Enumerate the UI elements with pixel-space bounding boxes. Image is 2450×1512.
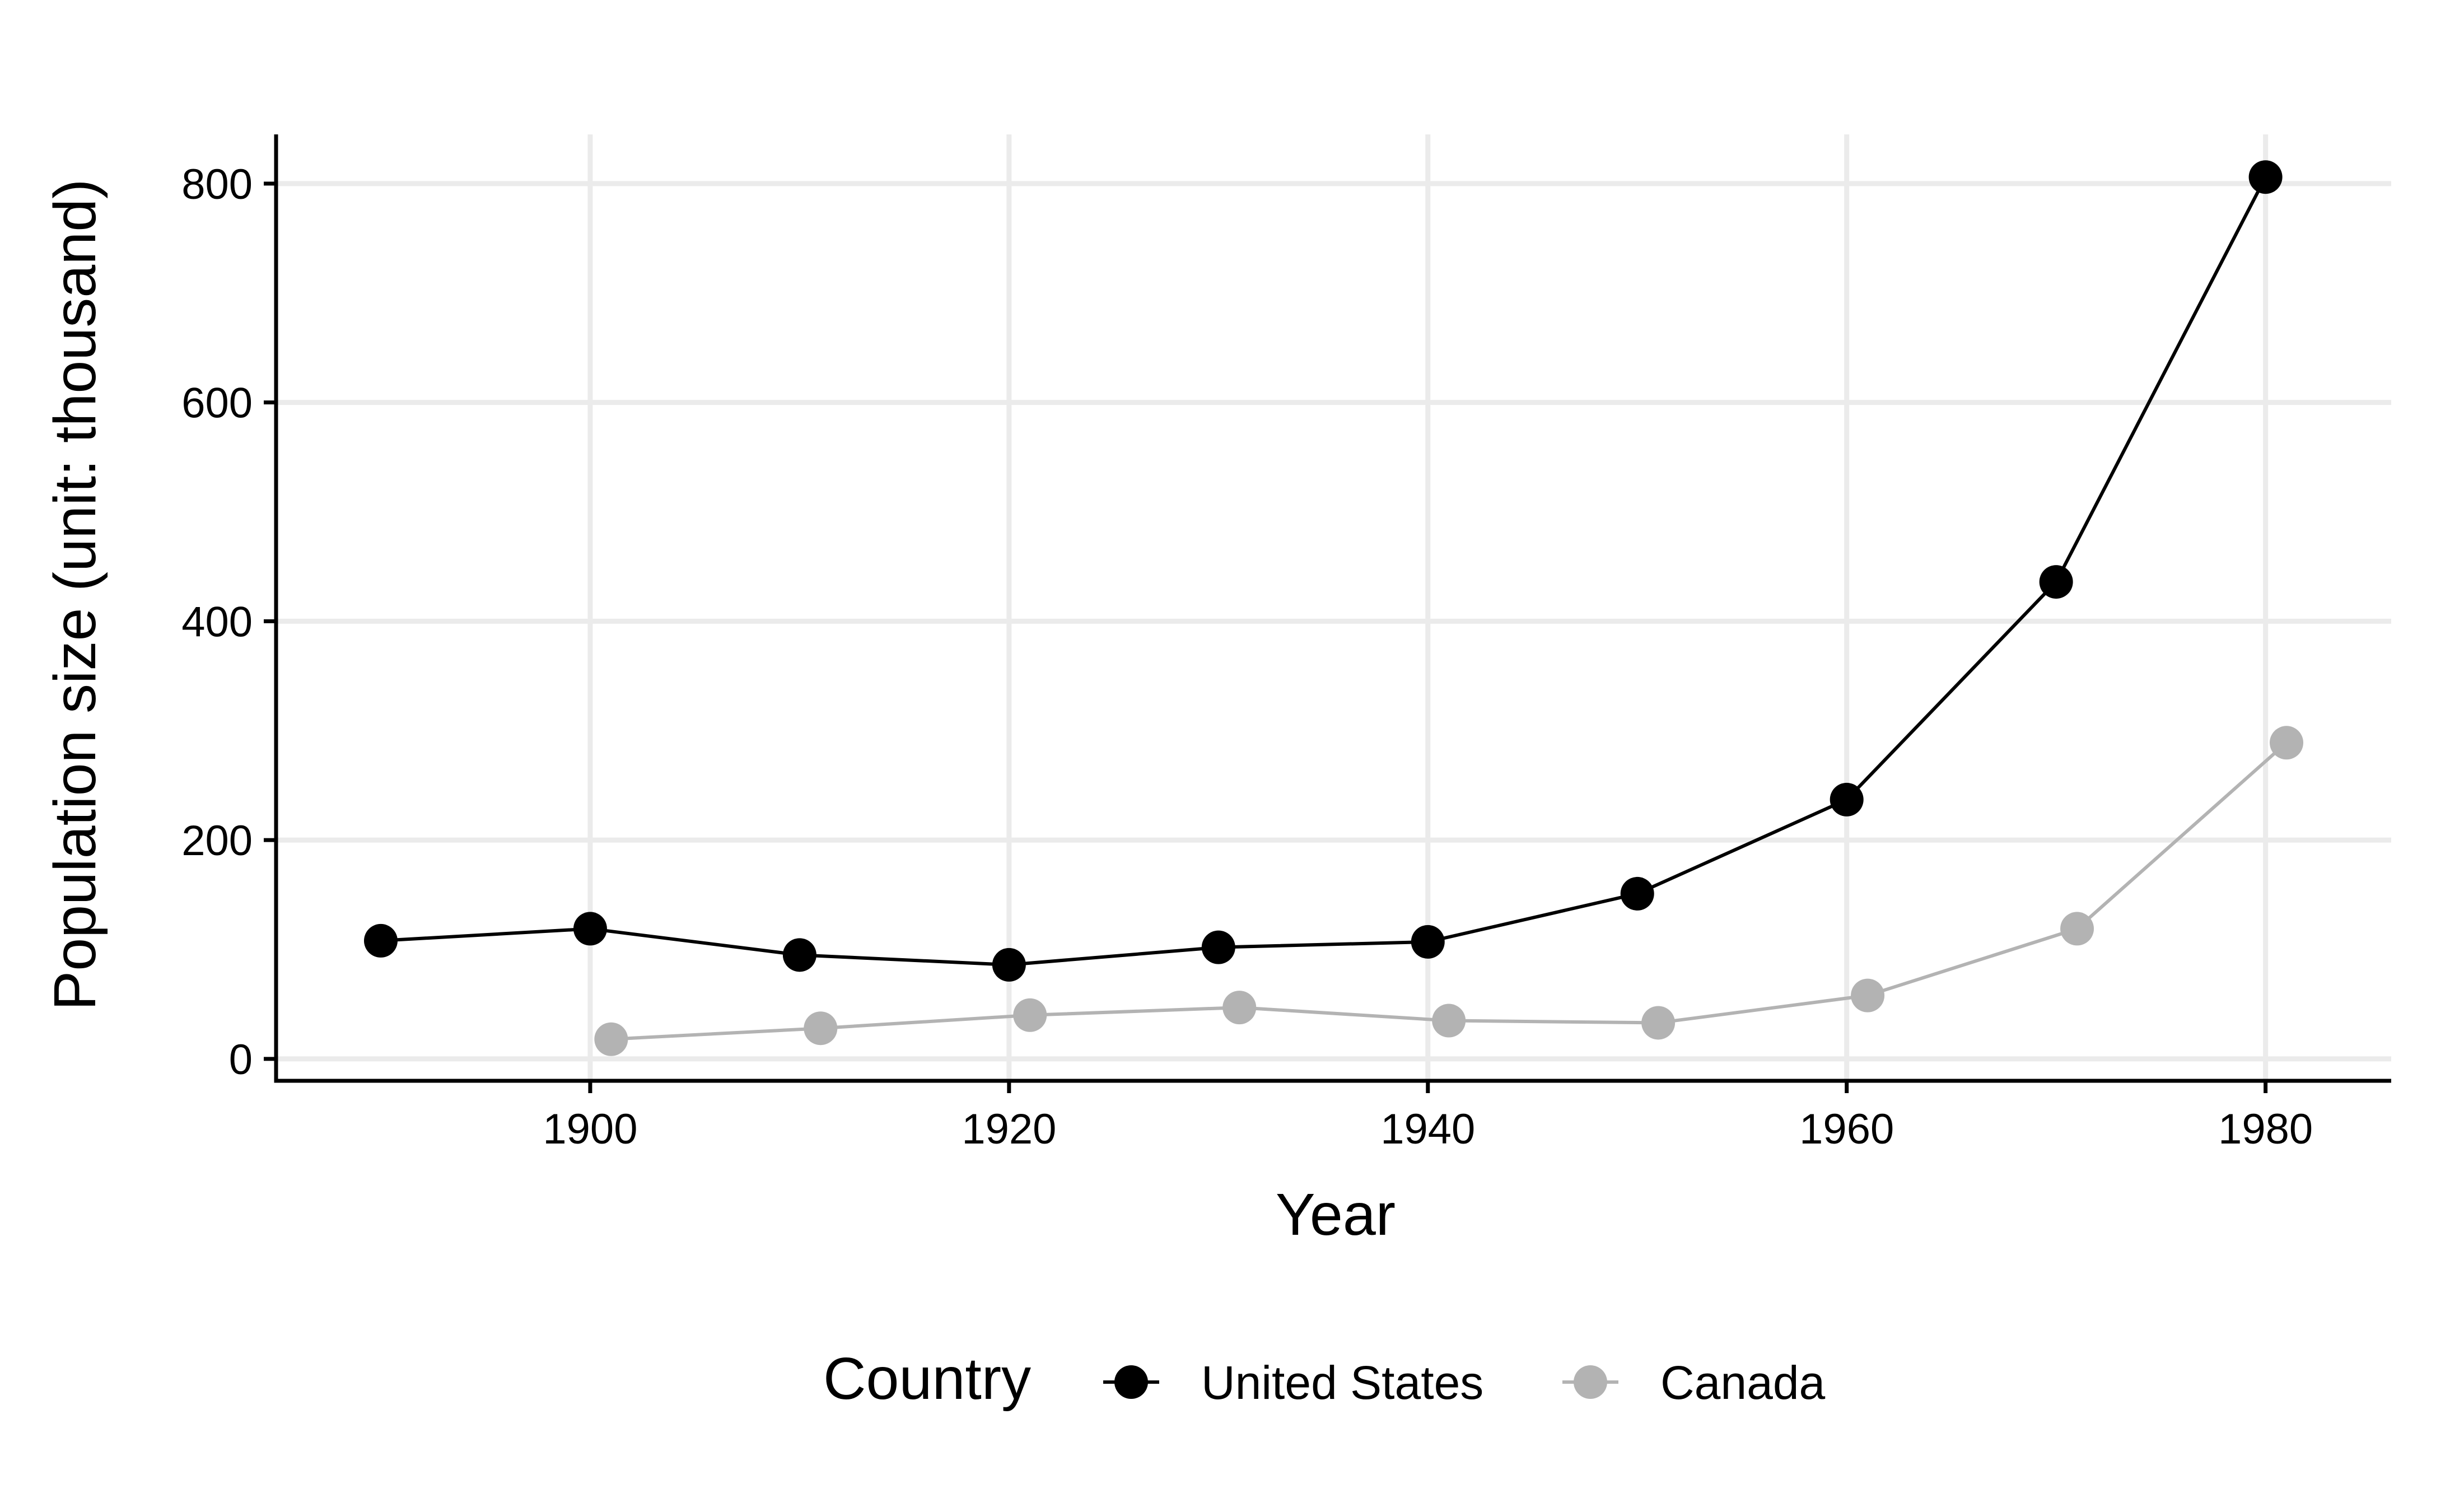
data-point-canada xyxy=(804,1011,838,1046)
data-point-canada xyxy=(1432,1004,1466,1038)
data-point-united-states xyxy=(782,938,816,972)
data-point-united-states xyxy=(363,923,398,958)
data-point-united-states xyxy=(992,948,1026,982)
data-point-united-states xyxy=(573,912,607,946)
data-point-canada xyxy=(1851,978,1885,1012)
y-tick-label: 800 xyxy=(181,161,253,208)
x-tick-label: 1940 xyxy=(1380,1105,1475,1153)
legend-item-united-states: United States xyxy=(1103,1356,1483,1409)
series-layer xyxy=(363,160,2304,1056)
data-point-united-states xyxy=(2248,160,2283,194)
legend-label-united-states: United States xyxy=(1201,1356,1483,1409)
data-point-canada xyxy=(1641,1006,1676,1040)
legend: Country United States Canada xyxy=(823,1346,1826,1412)
x-axis-title: Year xyxy=(1276,1182,1396,1248)
y-tick-label: 0 xyxy=(229,1036,253,1084)
legend-key-point xyxy=(1574,1365,1607,1399)
y-tick-label: 400 xyxy=(181,598,253,646)
data-point-canada xyxy=(1013,998,1047,1032)
x-tick-label: 1900 xyxy=(543,1105,637,1153)
x-tick-label: 1980 xyxy=(2218,1105,2313,1153)
data-point-united-states xyxy=(1201,930,1235,964)
axis-layer: 0 200 400 600 800 1900 1920 1940 1960 1980 xyxy=(181,134,2391,1153)
x-tick-label: 1960 xyxy=(1799,1105,1894,1153)
y-tick-label: 200 xyxy=(181,817,253,865)
legend-key-point xyxy=(1114,1365,1148,1399)
legend-title: Country xyxy=(823,1346,1031,1412)
data-point-united-states xyxy=(1830,782,1864,816)
series-canada xyxy=(594,726,2304,1056)
data-point-united-states xyxy=(1411,925,1445,959)
x-tick-label: 1920 xyxy=(962,1105,1056,1153)
series-line-united-states xyxy=(380,176,2267,967)
grid-layer xyxy=(276,134,2391,1081)
data-point-canada xyxy=(594,1022,628,1056)
series-line-canada xyxy=(611,741,2288,1041)
y-tick-label: 600 xyxy=(181,380,253,427)
data-point-united-states xyxy=(1620,876,1654,911)
y-axis-title: Population size (unit: thousand) xyxy=(42,179,108,1011)
data-point-canada xyxy=(1222,991,1257,1025)
data-point-canada xyxy=(2270,726,2304,760)
legend-items: United States Canada xyxy=(1103,1356,1826,1409)
series-united-states xyxy=(363,160,2283,982)
legend-label-canada: Canada xyxy=(1660,1356,1826,1409)
legend-item-canada: Canada xyxy=(1562,1356,1826,1409)
data-point-canada xyxy=(2060,912,2094,946)
data-point-united-states xyxy=(2039,565,2073,599)
